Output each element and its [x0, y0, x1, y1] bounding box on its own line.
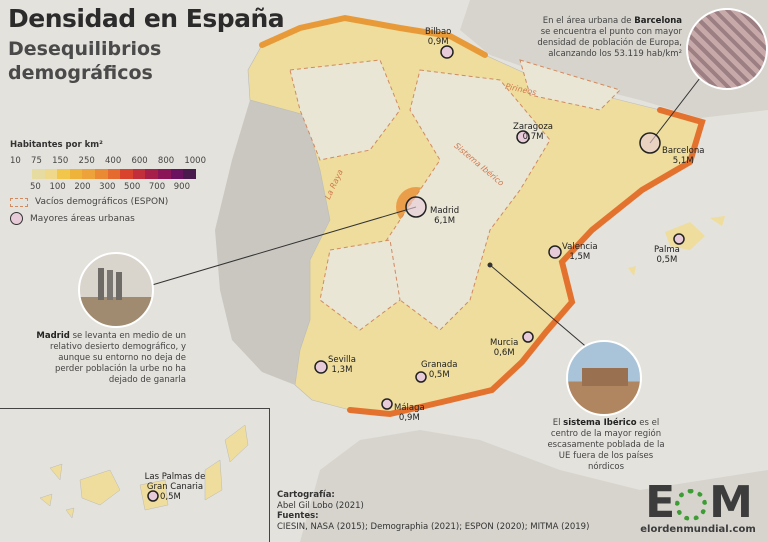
tick: 1000 [184, 156, 206, 166]
credits-sources-label: Fuentes: [277, 511, 319, 521]
tick: 700 [148, 182, 166, 192]
logo-url-a: elorden [640, 524, 684, 535]
color-swatch [57, 169, 70, 179]
marker-malaga [381, 398, 393, 410]
city-murcia: Murcia 0,6M [490, 338, 519, 358]
city-granada: Granada 0,5M [421, 360, 458, 380]
demographic-voids [289, 59, 621, 331]
tick: 600 [131, 156, 148, 166]
city-valencia: Valencia 1,5M [562, 242, 598, 262]
city-barcelona: Barcelona 5,1M [662, 146, 705, 166]
tick: 400 [105, 156, 122, 166]
barcelona-note: En el área urbana de Barcelona se encuen… [537, 16, 682, 59]
madrid-note: Madrid se levanta en medio de un relativ… [36, 331, 186, 385]
city-bilbao: Bilbao 0,9M [425, 27, 452, 47]
tick: 150 [52, 156, 69, 166]
logo-url-b: mundial.com [683, 524, 756, 535]
city-las-palmas: Las Palmas de Gran Canaria 0,5M [144, 472, 206, 502]
tick: 900 [173, 182, 190, 192]
tick: 200 [74, 182, 91, 192]
tick: 10 [10, 156, 21, 166]
marker-barcelona [639, 132, 661, 154]
dotted-circle-icon [675, 489, 708, 521]
marker-bilbao [440, 45, 454, 59]
portugal-landmass [215, 100, 330, 385]
marker-sevilla [314, 360, 328, 374]
color-swatch [120, 169, 133, 179]
color-swatch [107, 169, 121, 179]
map-subtitle: Desequilibrios demográficos [8, 38, 162, 84]
city-sevilla: Sevilla 1,3M [328, 355, 356, 375]
credits-carto-label: Cartografía: [277, 490, 335, 500]
balearic-islands [628, 216, 725, 276]
marker-granada [415, 371, 427, 383]
marker-zaragoza [516, 130, 530, 144]
barcelona-aerial-photo [686, 8, 768, 90]
marker-palma [673, 233, 685, 245]
credits-carto: Abel Gil Lobo (2021) [277, 500, 364, 511]
tick: 50 [30, 182, 41, 192]
canary-islands [39, 424, 249, 519]
color-swatch [183, 169, 196, 179]
color-swatch [44, 169, 58, 179]
color-swatch [69, 169, 83, 179]
legend-urban-label: Mayores áreas urbanas [30, 213, 135, 224]
color-swatch [158, 169, 171, 179]
map-title: Densidad en España [8, 4, 285, 33]
color-swatch [32, 169, 45, 179]
credits-sources: CIESIN, NASA (2015); Demographia (2021);… [277, 521, 590, 532]
urban-area-markers[interactable] [147, 45, 685, 502]
marker-las-palmas [147, 490, 159, 502]
tick: 100 [49, 182, 66, 192]
legend-voids: Vacíos demográficos (ESPON) [10, 197, 220, 207]
legend-voids-label: Vacíos demográficos (ESPON) [35, 197, 169, 207]
tick: 75 [31, 156, 42, 166]
city-malaga: Málaga 0,9M [394, 403, 425, 423]
madrid-skyline-photo [78, 252, 154, 328]
tick: 800 [157, 156, 175, 166]
legend-urban: Mayores áreas urbanas [10, 212, 220, 225]
legend-bottom-ticks: 50 100 200 300 500 700 900 [30, 182, 190, 192]
dashed-box-icon [10, 197, 28, 207]
marker-madrid [405, 196, 427, 218]
pointer-lines [151, 77, 701, 351]
canary-inset-frame [0, 408, 270, 542]
credits: Cartografía: Abel Gil Lobo (2021) Fuente… [277, 490, 589, 532]
color-swatch [145, 169, 159, 179]
tick: 300 [99, 182, 116, 192]
iberico-note: El sistema Ibérico es el centro de la ma… [547, 418, 665, 472]
color-scale-bar [32, 169, 196, 179]
city-palma: Palma 0,5M [654, 245, 680, 265]
sistema-iberico-castle-photo [566, 340, 642, 416]
city-zaragoza: Zaragoza 0,7M [513, 122, 554, 142]
circle-icon [10, 212, 23, 225]
color-swatch [82, 169, 96, 179]
legend-title: Habitantes por km² [10, 140, 103, 150]
legend-top-ticks: 10 75 150 250 400 600 800 1000 [10, 156, 206, 166]
city-madrid: Madrid 6,1M [430, 206, 460, 226]
color-swatch [170, 169, 184, 179]
marker-valencia [548, 245, 562, 259]
africa-landmass [300, 430, 768, 542]
color-swatch [132, 169, 146, 179]
color-swatch [95, 169, 108, 179]
tick: 500 [124, 182, 141, 192]
marker-murcia [522, 331, 534, 343]
tick: 250 [78, 156, 95, 166]
legend: Habitantes por km² 10 75 150 250 400 600 800 10… [10, 140, 220, 225]
